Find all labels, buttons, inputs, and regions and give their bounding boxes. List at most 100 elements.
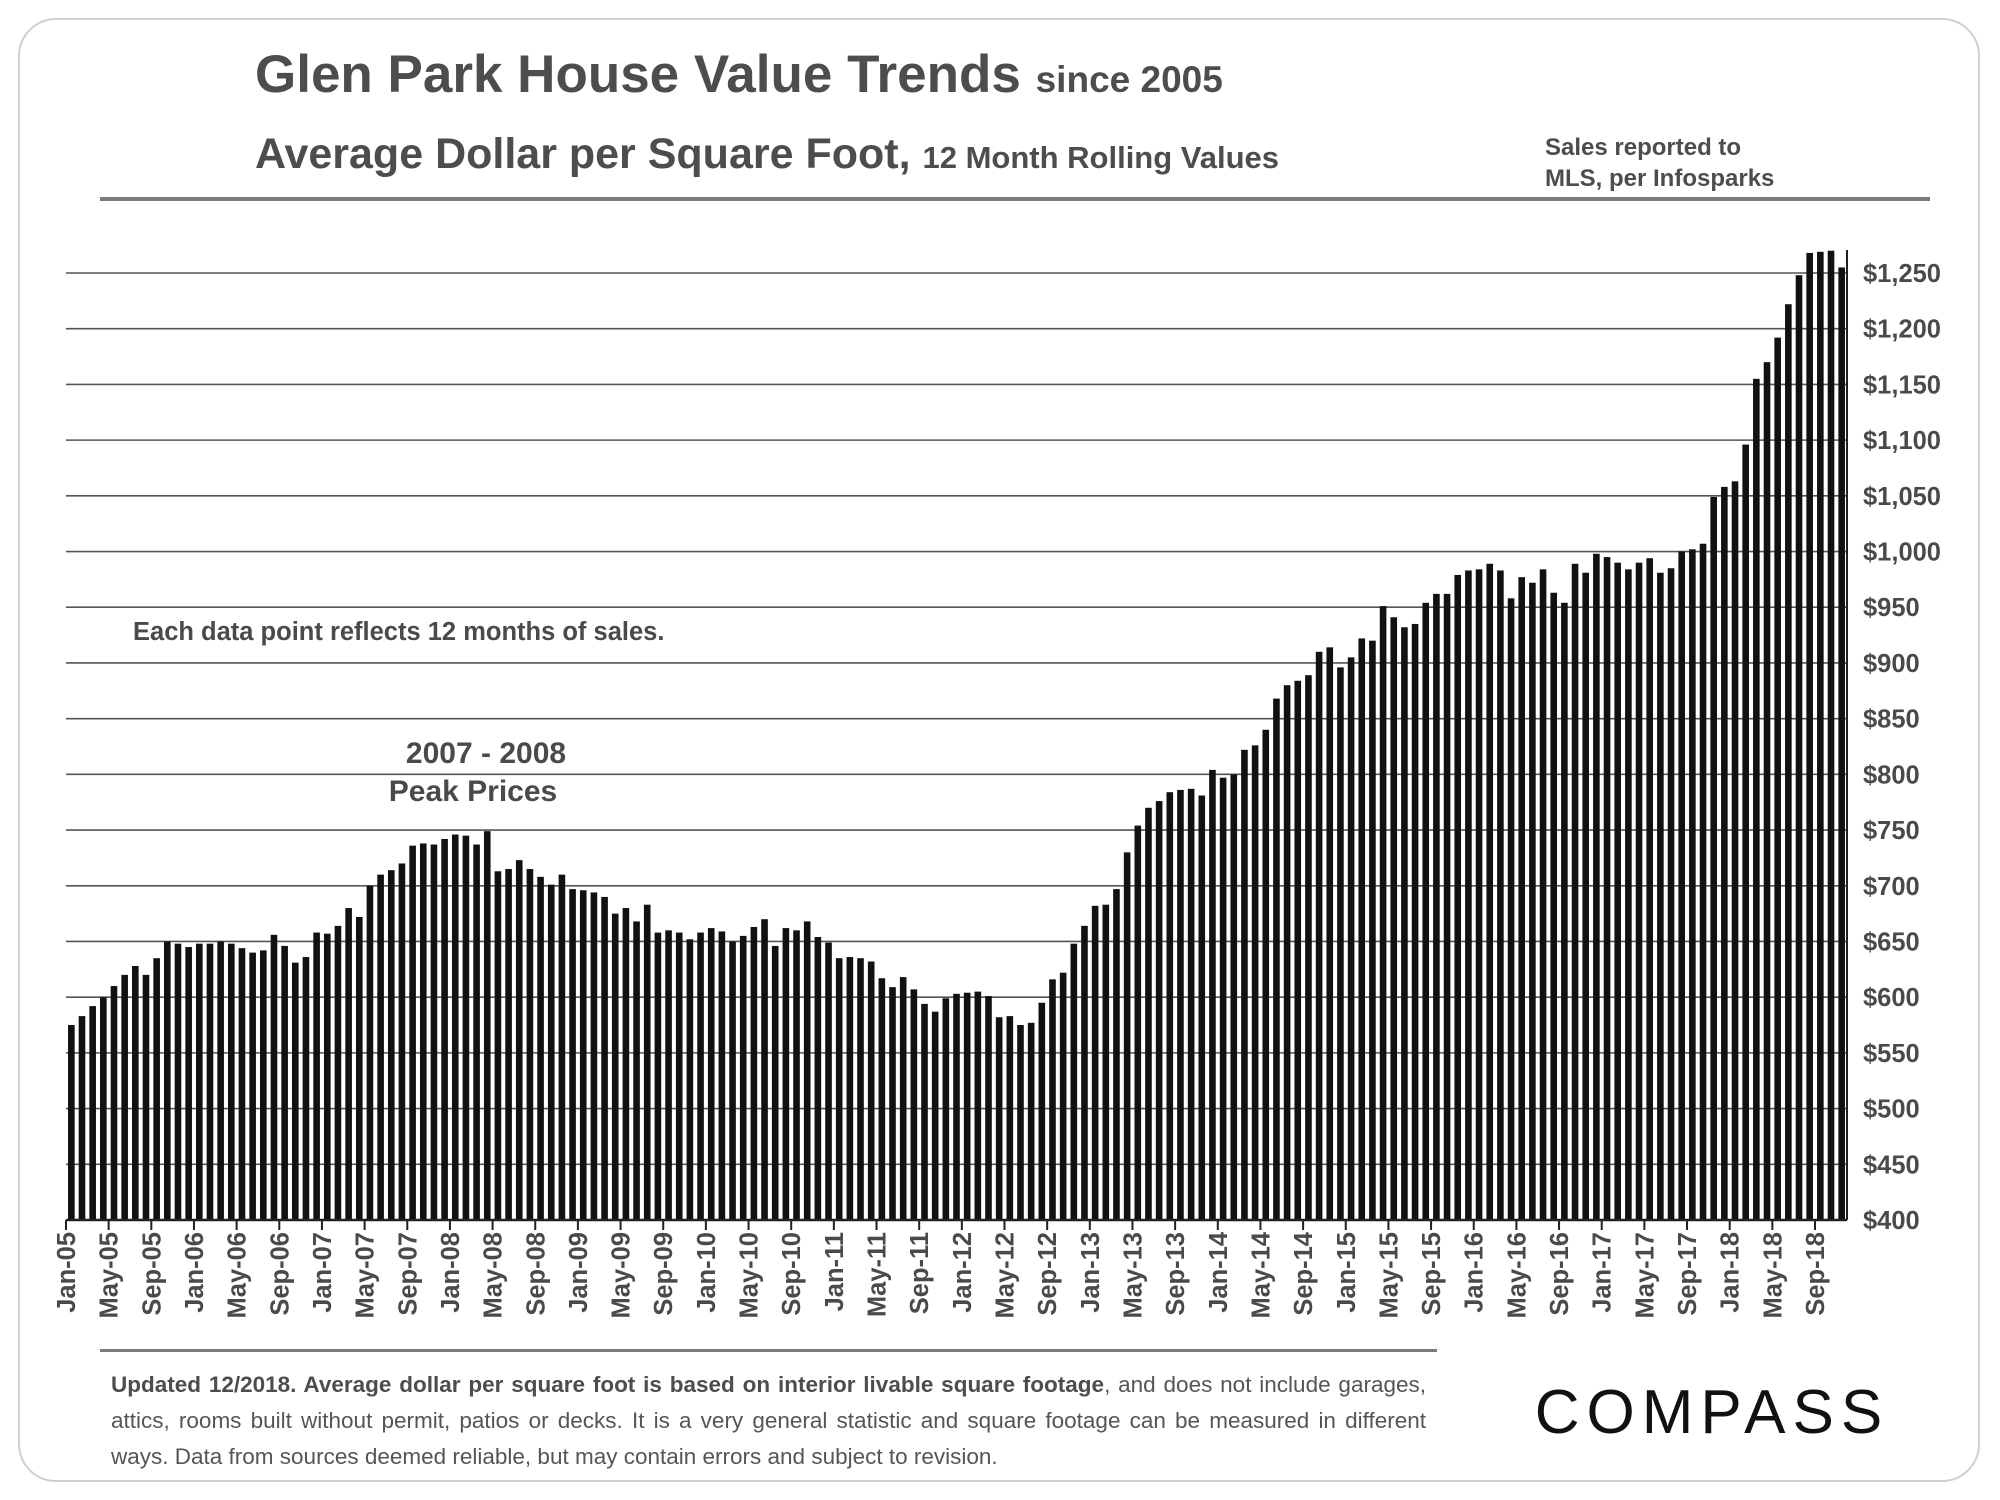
y-tick-label: $600: [1863, 984, 1920, 1012]
bar: [281, 945, 288, 1220]
bar: [323, 933, 331, 1220]
bar: [1017, 1025, 1024, 1220]
y-tick-label: $1,050: [1863, 483, 1941, 511]
bar: [899, 977, 907, 1220]
bar: [643, 904, 651, 1220]
source-line-1: Sales reported to: [1545, 134, 1742, 161]
bar: [1251, 745, 1259, 1220]
bar: [910, 989, 918, 1220]
bar: [1582, 572, 1590, 1220]
bar: [1113, 889, 1120, 1220]
x-tick-label: Sep-06: [266, 1232, 294, 1316]
y-tick-label: $750: [1863, 817, 1920, 845]
x-tick-label: May-06: [224, 1232, 252, 1318]
x-tick-label: May-12: [991, 1232, 1019, 1318]
bar: [1753, 378, 1760, 1221]
bar: [718, 931, 726, 1220]
footnote-text: , and does not include garages, attics, …: [111, 1372, 1426, 1469]
x-tick-label: Jan-16: [1461, 1232, 1489, 1313]
y-tick-label: $400: [1863, 1207, 1920, 1235]
bar-chart: $400 $450 $500 $550 $600 $650 $700 $750 $800 $850…: [53, 250, 1941, 1318]
title-suffix: since 2005: [1035, 59, 1223, 100]
bar: [1497, 570, 1504, 1220]
bar: [1465, 570, 1472, 1220]
bar: [835, 958, 843, 1220]
bar: [1337, 667, 1344, 1220]
bar: [430, 844, 438, 1220]
bar: [1241, 749, 1248, 1220]
bar: [1305, 675, 1312, 1220]
bar: [377, 874, 384, 1220]
x-tick-label: Sep-13: [1162, 1232, 1190, 1316]
bar: [1177, 789, 1184, 1220]
bar: [1806, 252, 1813, 1220]
bar: [89, 1006, 96, 1220]
bar: [867, 961, 875, 1220]
x-tick-label: May-15: [1375, 1232, 1403, 1318]
x-tick-label: May-17: [1631, 1232, 1659, 1318]
bar: [1006, 1016, 1014, 1220]
bar: [782, 928, 790, 1220]
bar: [1731, 481, 1739, 1221]
bar: [547, 884, 555, 1220]
x-tick-label: Jan-15: [1333, 1232, 1361, 1313]
bar: [825, 942, 832, 1220]
x-tick-label: Jan-08: [437, 1232, 465, 1313]
bar: [1369, 640, 1376, 1220]
bar: [1699, 543, 1707, 1220]
bar: [1187, 788, 1195, 1220]
x-tick-label: Jan-06: [181, 1232, 209, 1313]
bar: [1817, 251, 1824, 1220]
x-tick-label: Sep-16: [1546, 1232, 1574, 1316]
y-tick-label: $950: [1863, 594, 1920, 622]
bar: [515, 860, 523, 1220]
bar: [1315, 651, 1323, 1220]
bar: [1027, 1022, 1035, 1220]
header-divider: [100, 197, 1930, 201]
bar: [217, 941, 224, 1220]
bar: [1774, 337, 1781, 1220]
bar: [569, 889, 576, 1220]
bar: [153, 958, 160, 1220]
bar: [1102, 904, 1110, 1220]
chart-frame: [18, 18, 1980, 1482]
y-tick-label: $800: [1863, 761, 1920, 789]
bar: [1070, 943, 1078, 1220]
x-tick-label: Sep-09: [650, 1232, 678, 1316]
bar: [1603, 557, 1611, 1220]
bar: [1411, 623, 1419, 1220]
bar: [345, 908, 352, 1220]
bar: [579, 890, 587, 1220]
bar: [1347, 657, 1355, 1220]
bar: [793, 930, 800, 1220]
bar: [1166, 792, 1174, 1220]
bar: [857, 958, 864, 1220]
subtitle-suffix: 12 Month Rolling Values: [922, 140, 1280, 175]
bar: [1625, 569, 1632, 1220]
bar: [686, 939, 694, 1220]
x-tick-label: Jan-11: [821, 1232, 849, 1311]
x-tick-label: Jan-10: [693, 1232, 721, 1313]
bar: [1593, 553, 1600, 1220]
bar: [1081, 925, 1088, 1220]
bar: [196, 943, 203, 1220]
bar: [1145, 807, 1152, 1220]
bar: [1657, 572, 1664, 1220]
bar: [1038, 1002, 1046, 1220]
bar: [206, 943, 214, 1220]
bar: [441, 838, 448, 1220]
bar: [1443, 593, 1451, 1220]
y-tick-label: $500: [1863, 1096, 1920, 1124]
bar: [1763, 362, 1771, 1220]
y-tick-label: $1,200: [1863, 316, 1941, 344]
bar: [473, 844, 480, 1220]
bar: [1433, 593, 1440, 1220]
x-tick-label: May-05: [96, 1232, 124, 1318]
bar: [1561, 602, 1568, 1220]
bar: [931, 1011, 939, 1220]
bar: [1635, 562, 1643, 1220]
x-tick-label: Jan-14: [1205, 1231, 1233, 1313]
x-tick-label: Sep-15: [1418, 1232, 1446, 1316]
y-tick-label: $1,000: [1863, 539, 1941, 567]
bar: [1134, 825, 1142, 1220]
